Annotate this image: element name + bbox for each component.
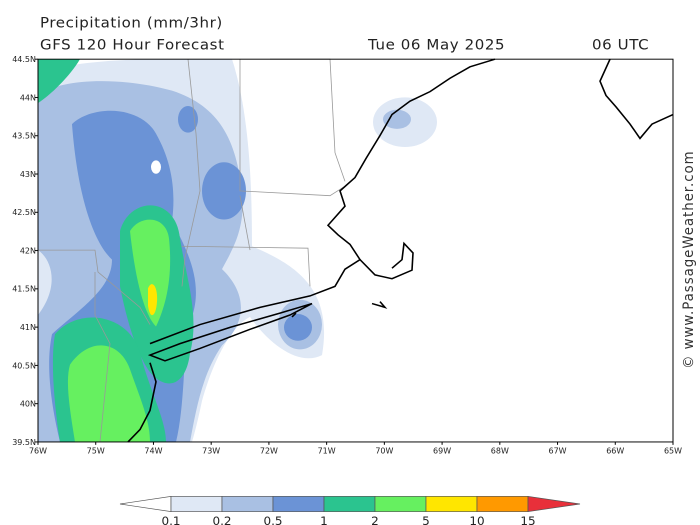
lon-tick-label: 70W [375,447,393,456]
colorbar-label: 10 [469,514,484,525]
lat-tick-label: 40N [20,400,36,409]
lon-tick-label: 65W [664,447,682,456]
subtitle: GFS 120 Hour Forecast [40,37,225,54]
lon-tick-label: 75W [87,447,105,456]
lat-tick-label: 41.5N [12,285,36,294]
lat-tick-label: 42.5N [12,208,36,217]
colorbar-low-end [119,495,172,513]
forecast-time: 06 UTC [592,37,649,54]
lon-tick-label: 76W [29,447,47,456]
colorbar-box [476,496,529,512]
lon-tick-label: 73W [202,447,220,456]
lon-tick-label: 66W [606,447,624,456]
lat-tick-label: 41N [20,323,36,332]
lon-tick-label: 72W [260,447,278,456]
colorbar-box [272,496,325,512]
lat-tick-label: 44.5N [12,55,36,64]
watermark: © www.PassageWeather.com [681,150,697,368]
lon-tick-label: 74W [144,447,162,456]
colorbar-label: 1 [320,514,328,525]
lat-tick-label: 42N [20,247,36,256]
colorbar-label: 0.5 [263,514,282,525]
lat-tick-label: 44N [20,93,36,102]
colorbar-box [425,496,478,512]
lat-tick-label: 39.5N [12,438,36,447]
precipitation-field [38,59,673,442]
colorbar-label: 0.1 [161,514,180,525]
lon-tick-label: 69W [433,447,451,456]
colorbar-box [323,496,376,512]
colorbar-label: 0.2 [212,514,231,525]
colorbar-box [170,496,223,512]
lat-tick-label: 43.5N [12,132,36,141]
coastline [127,58,674,443]
colorbar-high-end [527,495,581,513]
lat-tick-label: 43N [20,170,36,179]
colorbar-box [374,496,427,512]
colorbar-label: 15 [520,514,535,525]
colorbar-label: 2 [371,514,379,525]
title: Precipitation (mm/3hr) [40,15,223,32]
colorbar-box [221,496,274,512]
lon-tick-label: 71W [318,447,336,456]
lat-tick-label: 40.5N [12,361,36,370]
lon-tick-label: 68W [491,447,509,456]
colorbar-label: 5 [422,514,430,525]
lon-tick-label: 67W [549,447,567,456]
forecast-date: Tue 06 May 2025 [367,37,505,54]
